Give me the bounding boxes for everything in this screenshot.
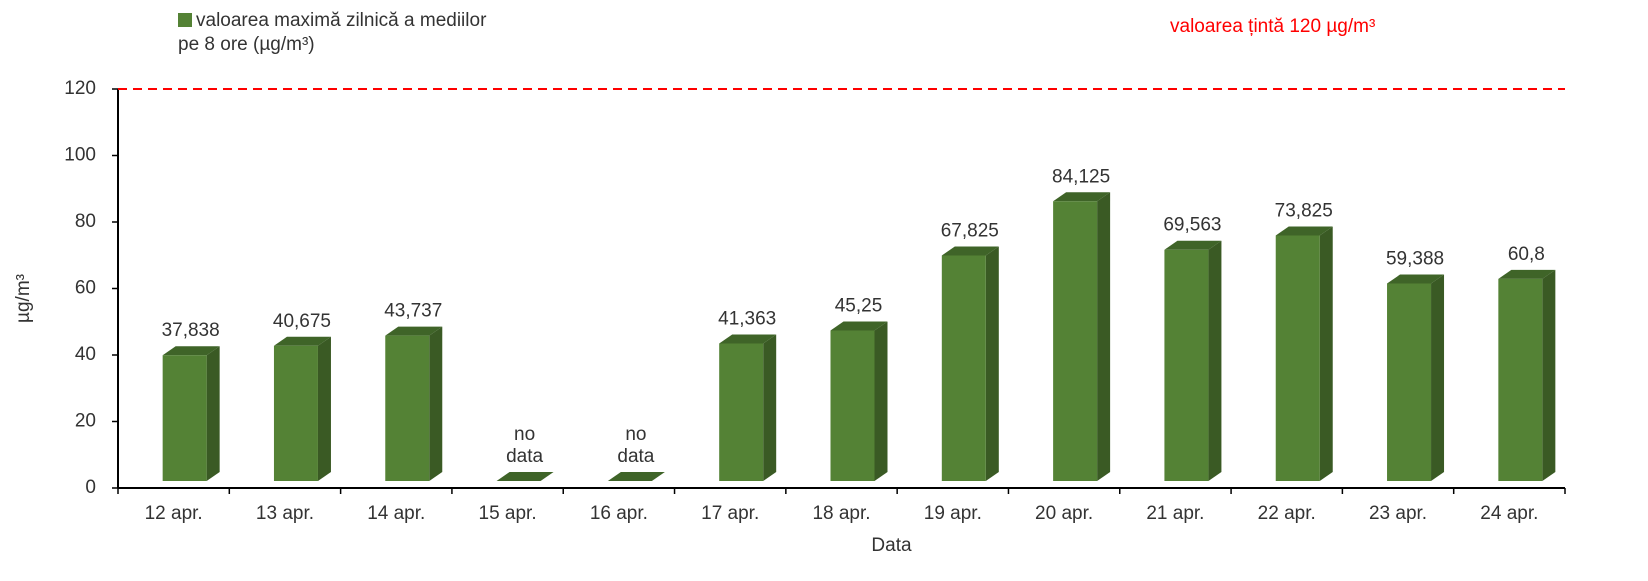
x-tick-label: 18 apr.: [812, 503, 870, 524]
x-tick-label: 23 apr.: [1369, 503, 1427, 524]
bar-face: [830, 330, 875, 481]
bar: [719, 334, 777, 481]
bar-face: [1387, 283, 1432, 481]
bar-face: [763, 334, 777, 481]
value-label: 67,825: [941, 220, 999, 241]
x-tick-label: 12 apr.: [145, 503, 203, 524]
bar-face: [162, 346, 220, 356]
bar-face: [985, 246, 999, 481]
x-tick-label: 16 apr.: [590, 503, 648, 524]
bar: [1387, 274, 1445, 481]
bar-face: [429, 326, 443, 481]
value-label: no data: [506, 424, 543, 467]
value-label: 43,737: [384, 301, 442, 322]
bar-face: [1164, 240, 1222, 250]
bar-face: [273, 336, 331, 346]
x-tick-label: 24 apr.: [1480, 503, 1538, 524]
value-label: 84,125: [1052, 166, 1110, 187]
empty-bar: [607, 472, 665, 481]
x-tick-label: 14 apr.: [367, 503, 425, 524]
bar-face: [941, 246, 999, 256]
bar: [830, 321, 888, 481]
bar: [162, 346, 220, 481]
reference-label: valoarea țintă 120 µg/m³: [1170, 16, 1376, 37]
bar-face: [1275, 226, 1333, 236]
legend: valoarea maximă zilnică a mediilor pe 8 …: [178, 9, 508, 57]
bar-face: [1431, 274, 1445, 481]
empty-bar: [496, 472, 554, 481]
bar-face: [317, 336, 331, 481]
bar-face: [1498, 269, 1556, 279]
value-label: 69,563: [1163, 215, 1221, 236]
x-tick-label: 17 apr.: [701, 503, 759, 524]
x-tick-label: 21 apr.: [1146, 503, 1204, 524]
value-label: no data: [617, 424, 654, 467]
value-label: 60,8: [1508, 244, 1545, 265]
value-label: 59,388: [1386, 249, 1444, 270]
bar: [941, 246, 999, 481]
bar-face: [1053, 201, 1098, 482]
bar-face: [874, 321, 888, 481]
bar-face: [1164, 249, 1209, 481]
value-label: 40,675: [273, 311, 331, 332]
x-axis-label: Data: [871, 535, 912, 556]
value-label: 41,363: [718, 308, 776, 329]
bar: [1275, 226, 1333, 481]
bar-face: [1097, 192, 1111, 482]
x-tick-label: 20 apr.: [1035, 503, 1093, 524]
bar-face: [1053, 192, 1111, 202]
x-tick-label: 22 apr.: [1258, 503, 1316, 524]
x-tick-label: 13 apr.: [256, 503, 314, 524]
bar-face: [1542, 269, 1556, 481]
bar: [1164, 240, 1222, 481]
y-tick-label: 40: [75, 344, 96, 365]
bar-face: [1275, 235, 1320, 481]
bar-face: [385, 326, 443, 336]
y-tick-label: 80: [75, 211, 96, 232]
legend-label: valoarea maximă zilnică a mediilor pe 8 …: [178, 10, 487, 55]
legend-swatch: [178, 13, 192, 27]
y-tick-label: 20: [75, 411, 96, 432]
value-label: 37,838: [162, 320, 220, 341]
bar-face: [273, 345, 318, 481]
bar: [385, 326, 443, 481]
bar-face: [162, 355, 207, 481]
bar-face: [719, 334, 777, 344]
x-tick-label: 15 apr.: [479, 503, 537, 524]
bar-face: [719, 343, 764, 481]
value-label: 45,25: [835, 296, 883, 317]
bar-face: [1319, 226, 1333, 481]
y-tick-label: 0: [85, 477, 96, 498]
y-tick-label: 120: [64, 78, 96, 99]
bar: [1053, 192, 1111, 482]
bar-face: [1208, 240, 1222, 481]
bar-face: [1498, 278, 1543, 481]
y-tick-label: 100: [64, 145, 96, 166]
y-tick-label: 60: [75, 278, 96, 299]
bar-face: [830, 321, 888, 331]
y-axis-label: µg/m³: [13, 274, 34, 323]
bar-face: [1387, 274, 1445, 284]
bar: [1498, 269, 1556, 481]
bar-face: [206, 346, 220, 481]
bar-face: [385, 335, 430, 481]
bar-face: [941, 255, 986, 481]
x-tick-label: 19 apr.: [924, 503, 982, 524]
value-label: 73,825: [1275, 201, 1333, 222]
bar: [273, 336, 331, 481]
